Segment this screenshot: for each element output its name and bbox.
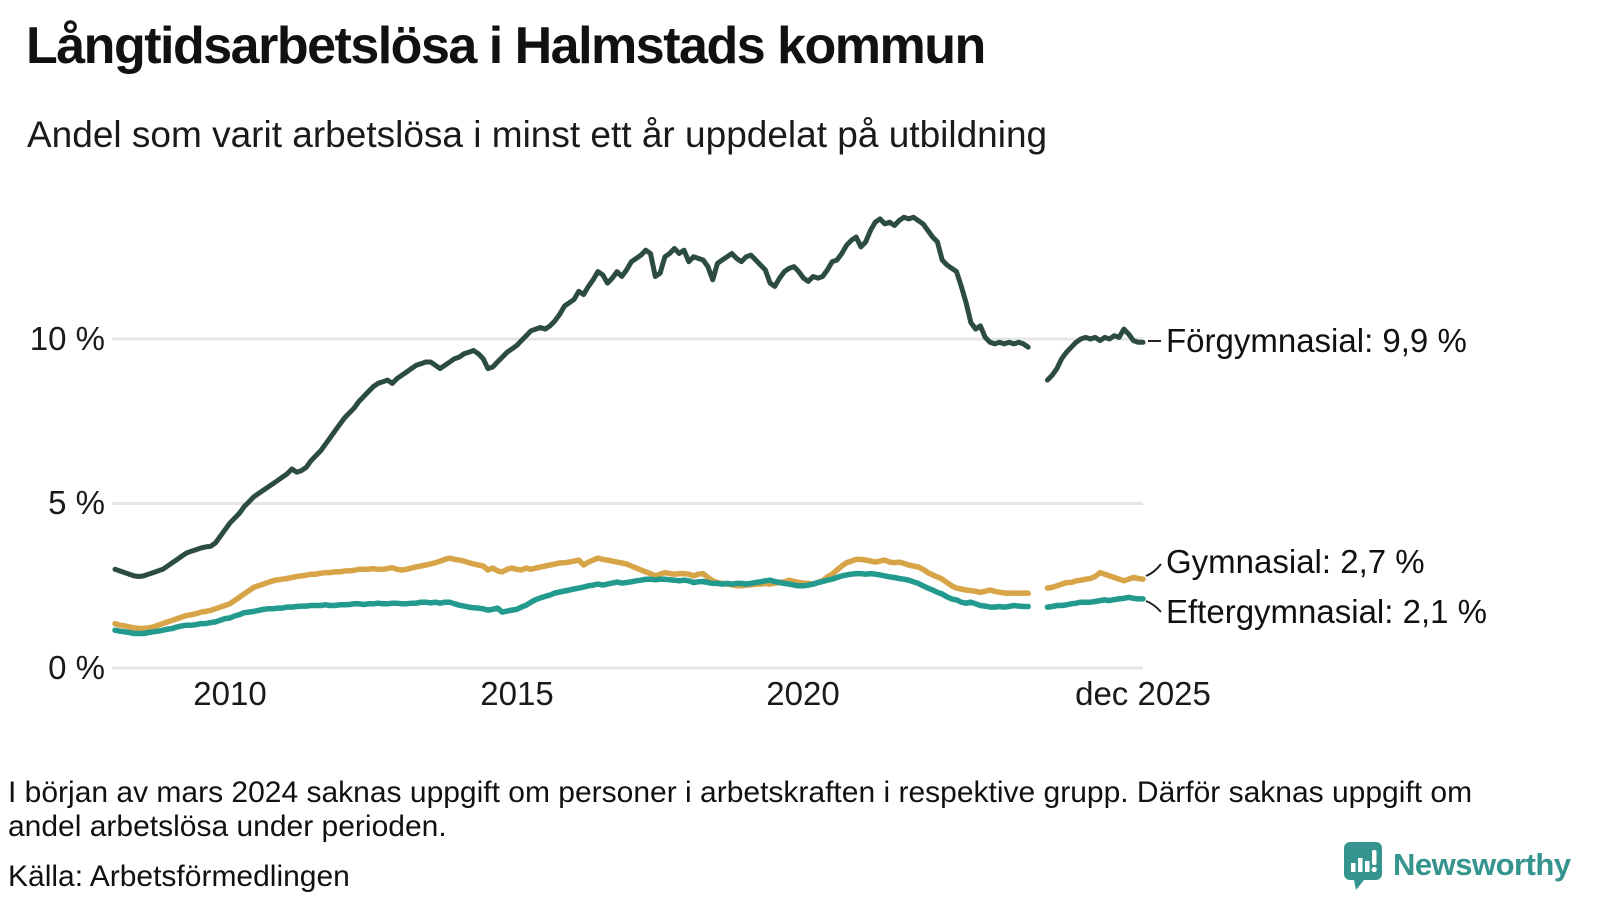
logo-bar-2 (1358, 858, 1363, 872)
logo-bubble-shape (1344, 842, 1382, 890)
connector-gymnasial (1145, 563, 1162, 577)
newsworthy-logo-text: Newsworthy (1393, 847, 1571, 882)
ytick-10pct: 10 % (29, 320, 105, 357)
gridlines (112, 337, 1143, 670)
connector-eftergymnasial (1145, 600, 1162, 613)
page-subtitle: Andel som varit arbetslösa i minst ett å… (27, 114, 1048, 155)
newsworthy-logo-icon (1342, 840, 1384, 890)
line-forgymnasial (112, 214, 1146, 579)
logo-exclamation-dot (1371, 866, 1377, 873)
series-label-gymnasial: Gymnasial: 2,7 % (1166, 543, 1425, 580)
xtick-dec-2025: dec 2025 (1075, 675, 1211, 712)
ytick-5pct: 5 % (48, 484, 105, 521)
ytick-0pct: 0 % (48, 649, 105, 686)
page-title: Långtidsarbetslösa i Halmstads kommun (26, 17, 986, 75)
line-gymnasial (112, 555, 1146, 632)
series-label-forgymnasial: Förgymnasial: 9,9 % (1166, 322, 1467, 359)
label-connectors (1145, 340, 1162, 613)
xtick-2010: 2010 (193, 675, 267, 712)
line-eftergymnasial (112, 570, 1146, 637)
xtick-2020: 2020 (766, 675, 840, 712)
newsworthy-logo[interactable]: Newsworthy (1342, 840, 1571, 890)
series-label-eftergymnasial: Eftergymnasial: 2,1 % (1166, 593, 1487, 630)
logo-exclamation-bar (1372, 850, 1377, 865)
xtick-2015: 2015 (480, 675, 554, 712)
footnote: I början av mars 2024 saknas uppgift om … (8, 776, 1473, 843)
source-credit: Källa: Arbetsförmedlingen (8, 860, 350, 893)
logo-bar-3 (1365, 861, 1370, 872)
logo-bar-1 (1351, 863, 1356, 872)
